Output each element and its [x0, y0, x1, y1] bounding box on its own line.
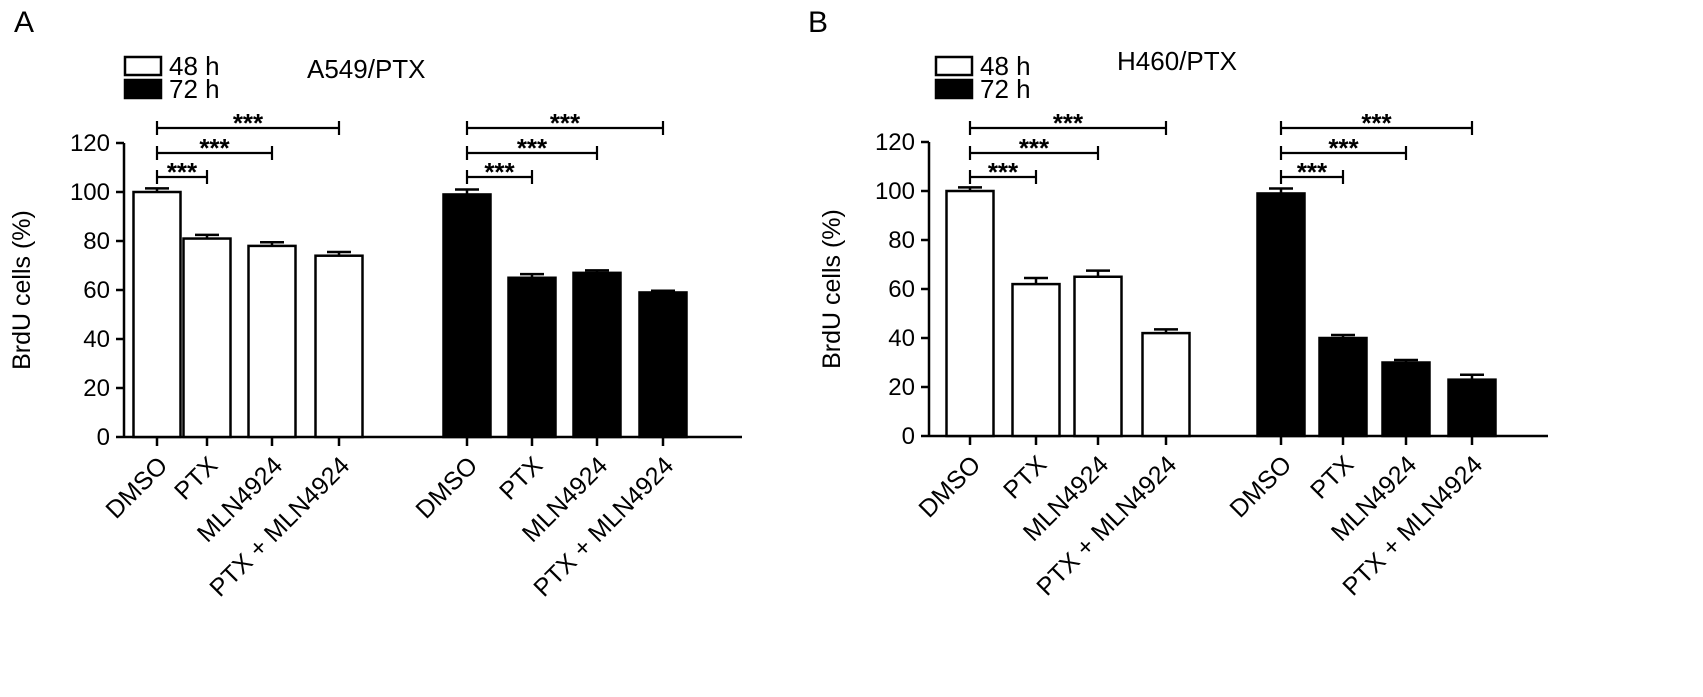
significance-label: ***	[199, 133, 230, 163]
y-axis-title: BrdU cells (%)	[8, 210, 36, 370]
bar-48h	[314, 254, 364, 439]
category-label: PTX	[1305, 450, 1359, 504]
y-tick-label: 0	[902, 423, 915, 450]
category-label: DMSO	[913, 450, 986, 523]
panel-label-b: B	[808, 6, 828, 39]
bar-72h	[1447, 378, 1497, 438]
significance-label: ***	[1328, 133, 1359, 163]
bar-72h	[1318, 336, 1368, 438]
chart-title: H460/PTX	[1117, 46, 1237, 76]
bar-48h	[945, 189, 995, 438]
y-tick-label: 60	[83, 277, 110, 304]
y-tick-label: 0	[97, 424, 110, 451]
y-tick-label: 40	[83, 326, 110, 353]
bar-48h	[1073, 275, 1123, 438]
y-tick-label: 20	[83, 375, 110, 402]
legend-label-0: 48 h	[169, 51, 220, 81]
legend-swatch-0	[123, 55, 163, 77]
y-tick-label: 100	[70, 179, 110, 206]
category-label: DMSO	[100, 451, 173, 524]
significance-label: ***	[167, 157, 198, 187]
significance-label: ***	[484, 157, 515, 187]
significance-label: ***	[1297, 157, 1328, 187]
category-label: DMSO	[410, 451, 483, 524]
y-tick-label: 80	[888, 227, 915, 254]
y-tick-label: 60	[888, 276, 915, 303]
category-label: PTX	[998, 450, 1052, 504]
category-label: PTX	[494, 451, 548, 505]
y-tick-label: 100	[875, 178, 915, 205]
significance-label: ***	[517, 133, 548, 163]
y-tick-label: 20	[888, 374, 915, 401]
bar-72h	[1256, 192, 1306, 438]
bar-48h	[132, 190, 182, 439]
panel-label-a: A	[14, 6, 34, 39]
bar-48h	[247, 244, 297, 439]
significance-label: ***	[550, 108, 581, 138]
legend-swatch-1	[934, 78, 974, 100]
y-tick-label: 80	[83, 228, 110, 255]
bar-48h	[1141, 331, 1191, 438]
bar-72h	[1381, 361, 1431, 438]
significance-label: ***	[233, 108, 264, 138]
chart-title: A549/PTX	[307, 54, 426, 84]
bar-72h	[572, 271, 622, 439]
legend-label-1: 72 h	[169, 74, 220, 104]
category-label: DMSO	[1224, 450, 1297, 523]
significance-label: ***	[1361, 108, 1392, 138]
significance-label: ***	[1053, 108, 1084, 138]
bar-72h	[638, 291, 688, 439]
bar-72h	[507, 276, 557, 439]
y-axis-title: BrdU cells (%)	[818, 209, 846, 369]
chart-a549: 48 h72 h A549/PTX 0 20 40 60 80 100 120 BrdU cell…	[8, 51, 742, 602]
bar-72h	[442, 193, 492, 439]
legend-label-1: 72 h	[980, 74, 1031, 104]
bar-48h	[182, 237, 232, 439]
legend-label-0: 48 h	[980, 51, 1031, 81]
significance-label: ***	[1019, 133, 1050, 163]
y-tick-label: 120	[70, 130, 110, 157]
bar-48h	[1011, 282, 1061, 438]
significance-label: ***	[988, 157, 1019, 187]
y-tick-label: 40	[888, 325, 915, 352]
category-label: PTX	[169, 451, 223, 505]
y-tick-label: 120	[875, 129, 915, 156]
legend-swatch-1	[123, 78, 163, 100]
chart-h460: 48 h72 h H460/PTX 0 20 40 60 80 100 120 BrdU cell…	[818, 46, 1548, 601]
legend-swatch-0	[934, 55, 974, 77]
